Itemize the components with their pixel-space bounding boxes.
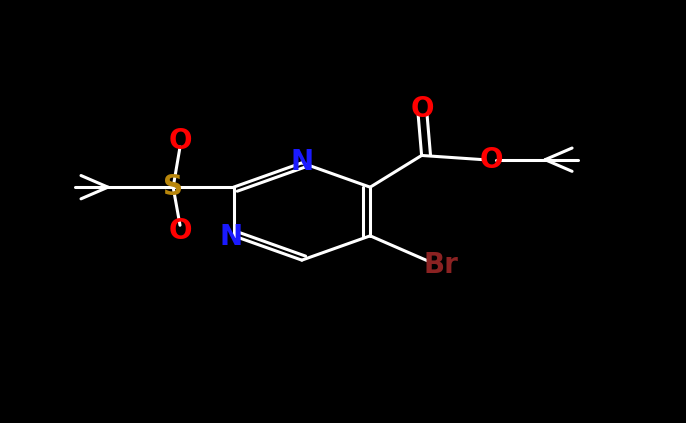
Text: N: N <box>290 148 314 176</box>
Text: O: O <box>480 146 504 174</box>
Text: O: O <box>168 127 192 156</box>
Text: O: O <box>168 217 192 245</box>
Text: N: N <box>220 223 243 251</box>
Text: S: S <box>163 173 183 201</box>
Text: O: O <box>410 95 434 124</box>
Text: Br: Br <box>423 251 458 280</box>
